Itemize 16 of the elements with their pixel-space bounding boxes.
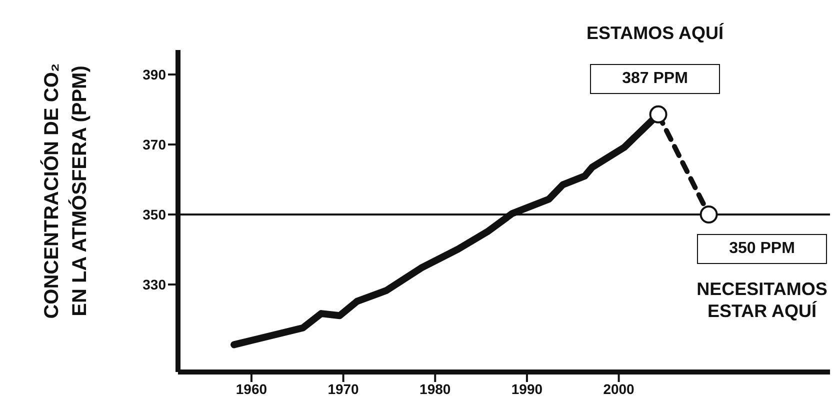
- annotation: 350 PPM: [729, 240, 795, 257]
- y-tick-label: 390: [142, 66, 166, 82]
- x-tick-label: 1970: [328, 380, 360, 397]
- text: ESTAMOS AQUÍ: [585, 22, 725, 44]
- x-tick-label: 1980: [420, 380, 451, 397]
- y-tick-label: 370: [142, 136, 166, 152]
- annotation: 387 PPM: [622, 70, 688, 87]
- x-tick-label: 1960: [236, 380, 268, 397]
- y-tick-label: 350: [142, 206, 166, 222]
- x-tick-label: 1990: [511, 380, 543, 397]
- x-tick-label: 2000: [603, 380, 635, 397]
- annotation: NECESITAMOS ESTAR AQUÍ: [696, 278, 828, 322]
- label-frame: 387 PPM: [590, 64, 720, 94]
- y-tick-label: 330: [142, 276, 166, 292]
- y-axis-title: CONCENTRACIÓN DE CO₂ EN LA ATMÓSFERA (PPM): [40, 63, 91, 319]
- label-frame: 350 PPM: [697, 234, 827, 264]
